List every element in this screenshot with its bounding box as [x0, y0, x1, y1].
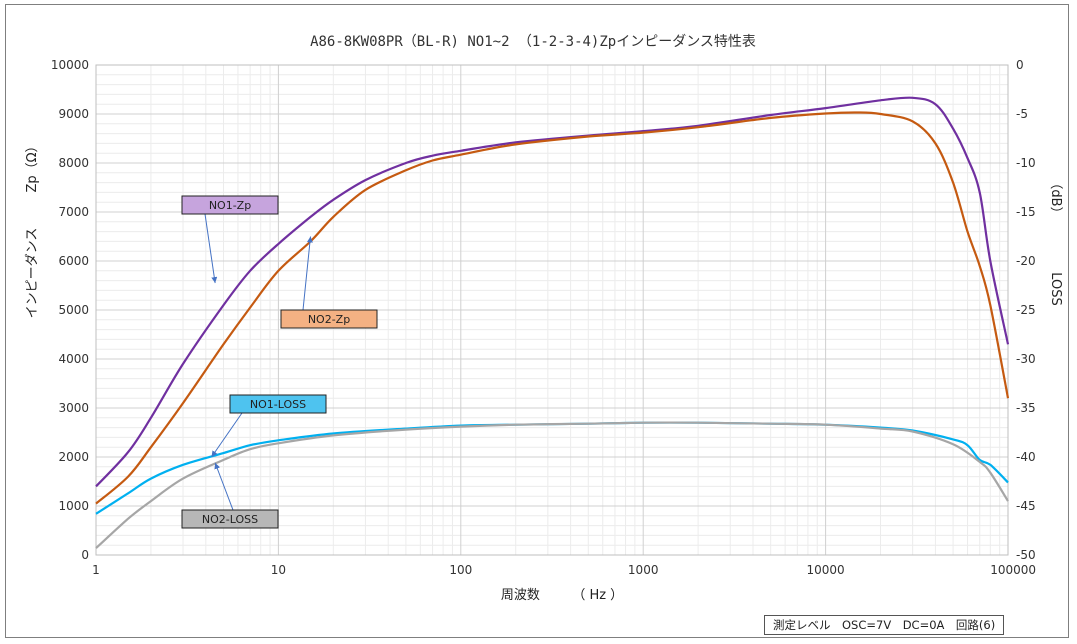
x-tick-label: 100000: [990, 563, 1036, 577]
y-right-tick-label: -40: [1016, 450, 1036, 464]
y-left-label-bottom: インピーダンス: [25, 228, 40, 319]
callout-arrow-no2-zp: [302, 236, 313, 311]
x-tick-label: 10000: [807, 563, 845, 577]
series-lines: [95, 96, 1010, 549]
callout-label-no2-zp: NO2-Zp: [308, 313, 350, 326]
y-left-label-top: Zp（Ω）: [25, 139, 40, 192]
series-line-no2-loss: [95, 421, 1009, 549]
chart-title: A86-8KW08PR（BL-R) NO1~2 （1-2-3-4)Zpインピーダ…: [310, 34, 756, 50]
y-left-tick-label: 0: [81, 548, 89, 562]
axes: 0100020003000400050006000700080009000100…: [51, 58, 1036, 577]
y-right-tick-label: -35: [1016, 401, 1036, 415]
plot-border: [95, 64, 1009, 556]
y-left-tick-label: 6000: [58, 254, 89, 268]
chart-frame: A86-8KW08PR（BL-R) NO1~2 （1-2-3-4)Zpインピーダ…: [5, 4, 1069, 638]
callout-box-no1-loss: [229, 394, 327, 414]
y-right-tick-label: -10: [1016, 156, 1036, 170]
y-left-tick-label: 7000: [58, 205, 89, 219]
y-left-tick-label: 5000: [58, 303, 89, 317]
callout-label-no1-loss: NO1-LOSS: [250, 398, 306, 411]
callout-arrow-no1-zp: [204, 213, 218, 284]
x-tick-label: 10: [271, 563, 286, 577]
x-tick-label: 100: [449, 563, 472, 577]
measurement-note: 測定レベル OSC=7V DC=0A 回路(6): [764, 615, 1005, 635]
series-line-no1-loss: [95, 421, 1009, 515]
callout-box-no2-zp: [280, 309, 378, 329]
y-right-tick-label: -15: [1016, 205, 1036, 219]
y-right-tick-label: -45: [1016, 499, 1036, 513]
y-right-tick-label: -25: [1016, 303, 1036, 317]
y-left-tick-label: 8000: [58, 156, 89, 170]
x-tick-label: 1000: [628, 563, 659, 577]
y-left-tick-label: 3000: [58, 401, 89, 415]
series-line-no2-zp: [95, 111, 1010, 505]
y-left-tick-label: 4000: [58, 352, 89, 366]
y-left-tick-label: 10000: [51, 58, 89, 72]
y-right-tick-label: -20: [1016, 254, 1036, 268]
series-line-no1-zp: [95, 96, 1010, 488]
y-right-tick-label: -5: [1016, 107, 1028, 121]
x-axis-label: 周波数 （ Hz ）: [501, 588, 623, 603]
callout-box-no2-loss: [181, 509, 279, 529]
callout-label-no2-loss: NO2-LOSS: [202, 513, 258, 526]
callouts: NO1-Zp NO2-Zp NO1-LOSS NO2-LOSS: [181, 195, 378, 529]
y-right-tick-label: -30: [1016, 352, 1036, 366]
y-left-tick-label: 2000: [58, 450, 89, 464]
callout-arrow-no2-loss: [214, 462, 234, 511]
y-right-label-bottom: LOSS: [1048, 272, 1063, 306]
callout-arrow-no1-loss: [211, 412, 243, 458]
chart-svg: A86-8KW08PR（BL-R) NO1~2 （1-2-3-4)Zpインピーダ…: [25, 34, 1063, 603]
x-tick-label: 1: [92, 563, 100, 577]
y-left-tick-label: 1000: [58, 499, 89, 513]
y-right-tick-label: -50: [1016, 548, 1036, 562]
y-right-label-top: （dB）: [1048, 176, 1063, 219]
callout-box-no1-zp: [181, 195, 279, 215]
y-right-tick-label: 0: [1016, 58, 1024, 72]
y-left-tick-label: 9000: [58, 107, 89, 121]
callout-label-no1-zp: NO1-Zp: [209, 199, 251, 212]
